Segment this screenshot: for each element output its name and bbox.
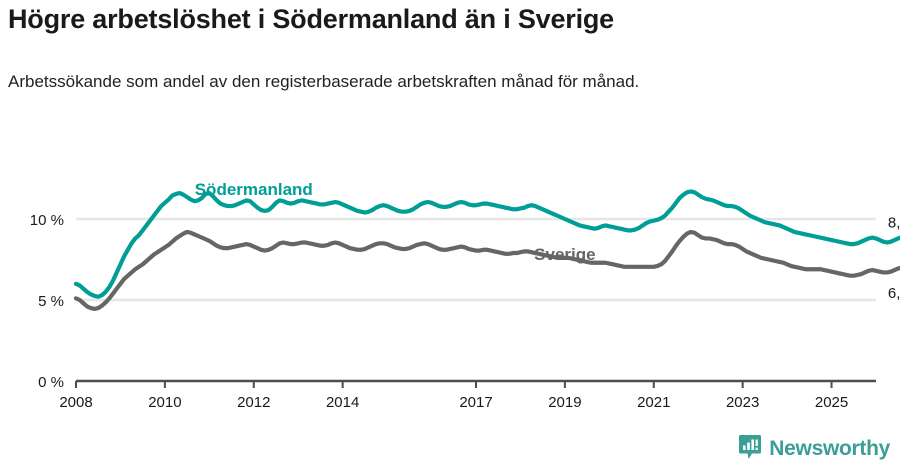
y-tick-labels: 0 % 5 % 10 %: [30, 212, 64, 391]
gridlines: [76, 217, 876, 302]
x-tick-label: 2021: [637, 394, 670, 411]
logo-text: Newsworthy: [769, 436, 890, 460]
x-tick-label: 2019: [548, 394, 581, 411]
x-tick-label: 2025: [815, 394, 848, 411]
x-tick-label: 2023: [726, 394, 759, 411]
x-tick-labels: 2008 2010 2012 2014 2017 2019 2021 2023 2025: [59, 394, 848, 411]
x-tick-label: 2008: [59, 394, 92, 411]
line-chart: 0 % 5 % 10 % 2008 2010 2012 2014 2017 2019 2021 2…: [0, 150, 900, 420]
x-tick-label: 2014: [326, 394, 359, 411]
series-label-sverige: Sverige: [534, 245, 595, 264]
footer: Newsworthy: [0, 428, 900, 474]
page-subtitle: Arbetssökande som andel av den registerb…: [8, 72, 640, 91]
series-inline-labels: Södermanland Sverige: [195, 180, 596, 264]
series-lines: [73, 189, 900, 312]
y-tick-label: 0 %: [38, 374, 64, 391]
x-axis: [75, 379, 876, 388]
x-tick-label: 2012: [237, 394, 270, 411]
y-tick-label: 5 %: [38, 293, 64, 310]
end-value-label-södermanland: 8,5 %: [888, 214, 900, 231]
series-end-value-labels: 8,5 % 6,8 %: [888, 214, 900, 302]
chart-svg: 0 %5 %10 % 2008 2010 2012 2014 2017 2019 2021 2…: [30, 180, 900, 411]
newsworthy-bar-chart-bubble-icon: [739, 435, 762, 459]
newsworthy-logo[interactable]: Newsworthy: [738, 434, 890, 462]
page-title: Högre arbetslöshet i Södermanland än i S…: [8, 4, 614, 34]
series-line-sverige: [73, 229, 900, 312]
y-tick-label: 10 %: [30, 212, 64, 229]
series-label-södermanland: Södermanland: [195, 180, 313, 199]
x-tick-label: 2017: [459, 394, 492, 411]
x-tick-label: 2010: [148, 394, 181, 411]
series-line-södermanland: [73, 189, 900, 299]
end-value-label-sverige: 6,8 %: [888, 285, 900, 302]
